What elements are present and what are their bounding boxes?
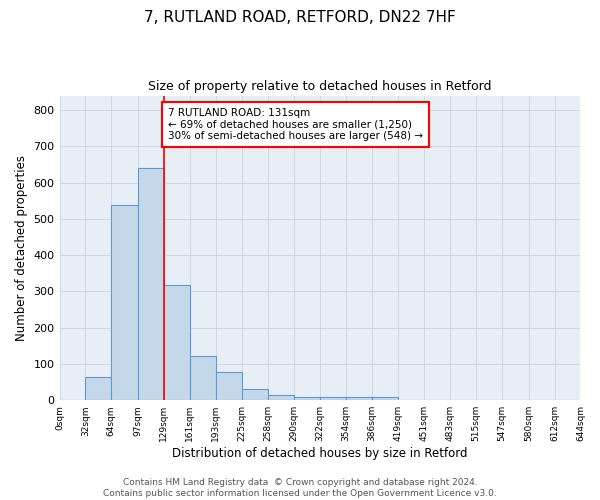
Bar [320,396,346,400]
Text: 7, RUTLAND ROAD, RETFORD, DN22 7HF: 7, RUTLAND ROAD, RETFORD, DN22 7HF [144,10,456,25]
Bar [190,356,215,400]
Title: Size of property relative to detached houses in Retford: Size of property relative to detached ho… [148,80,492,93]
Text: Contains HM Land Registry data  © Crown copyright and database right 2024.
Conta: Contains HM Land Registry data © Crown c… [103,478,497,498]
Bar [242,388,268,400]
Bar [268,395,294,400]
Bar [215,372,242,400]
Y-axis label: Number of detached properties: Number of detached properties [15,155,28,341]
X-axis label: Distribution of detached houses by size in Retford: Distribution of detached houses by size … [172,447,468,460]
Bar [294,396,320,400]
Bar [138,168,164,400]
Bar [372,398,398,400]
Bar [164,285,190,400]
Text: 7 RUTLAND ROAD: 131sqm
← 69% of detached houses are smaller (1,250)
30% of semi-: 7 RUTLAND ROAD: 131sqm ← 69% of detached… [168,108,423,141]
Bar [112,205,138,400]
Bar [346,396,372,400]
Bar [85,376,112,400]
